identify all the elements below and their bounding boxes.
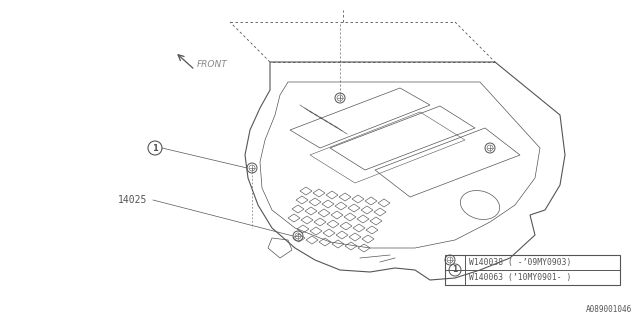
Text: 1: 1 [152,143,158,153]
Text: FRONT: FRONT [197,60,228,68]
Text: W140063 (’10MY0901- ): W140063 (’10MY0901- ) [469,273,572,282]
Text: A089001046: A089001046 [586,305,632,314]
Bar [445,255,620,285]
Text: 1: 1 [452,266,458,275]
Text: 14025: 14025 [118,195,147,205]
Text: W140038 ( -’09MY0903): W140038 ( -’09MY0903) [469,258,572,267]
